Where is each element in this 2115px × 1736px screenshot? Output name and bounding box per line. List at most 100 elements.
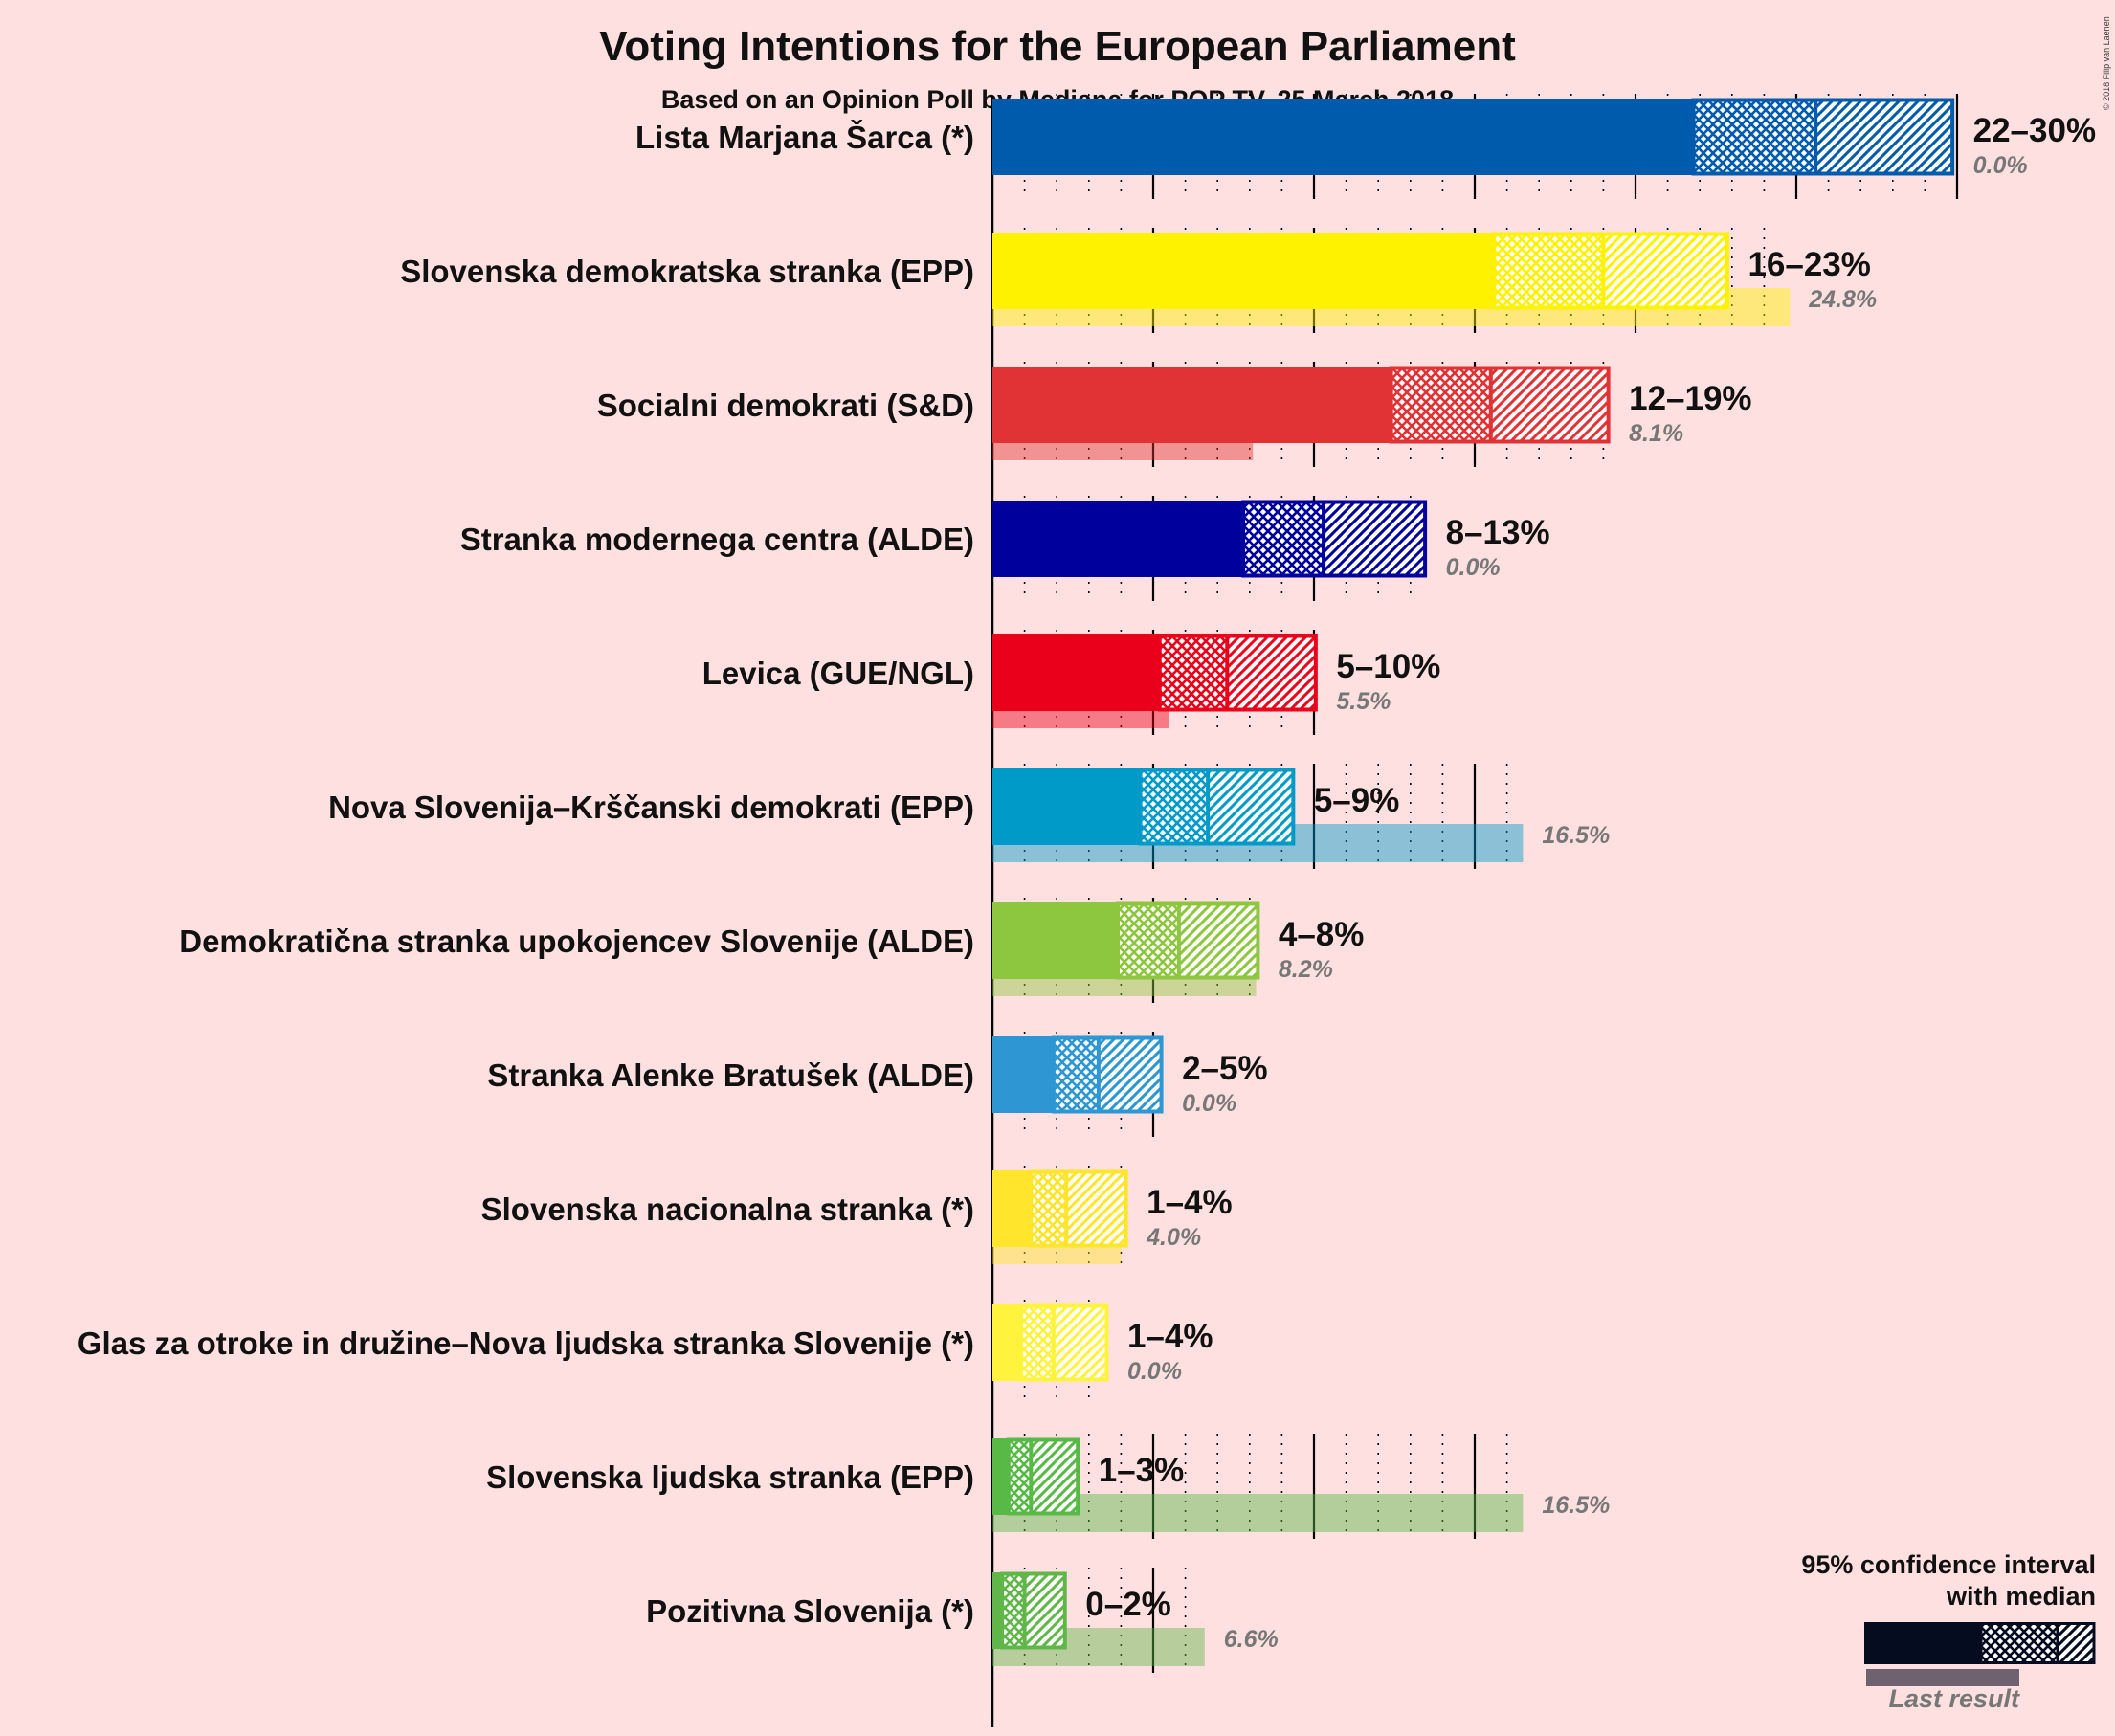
party-name: Levica (GUE/NGL) [702,656,974,691]
party-row: Socialni demokrati (S&D) 12–19% 8.1% [597,366,1752,460]
last-result-label: 0.0% [1446,554,1501,581]
legend: 95% confidence interval with median Last… [1801,1550,2096,1713]
ci-outline [1241,500,1428,578]
ci-range-label: 1–4% [1147,1184,1233,1221]
ci-upper-half [1324,501,1427,577]
legend-line-2: with median [1946,1582,2096,1611]
ci-range-label: 5–10% [1336,648,1440,685]
ci-range-label: 16–23% [1748,246,1870,283]
ci-range-label: 2–5% [1182,1050,1268,1087]
party-row: Stranka modernega centra (ALDE) 8–13% 0.0% [460,500,1550,581]
party-row: Glas za otroke in družine–Nova ljudska s… [78,1303,1213,1385]
last-result-bar [992,1494,1524,1532]
ci-lower-half [1140,768,1209,845]
ci-solid-bar [992,768,1141,845]
ci-outline [1389,366,1611,444]
ci-range-label: 1–3% [1099,1452,1185,1489]
ci-solid-bar [992,1304,1022,1381]
party-row: Levica (GUE/NGL) 5–10% 5.5% [702,634,1440,728]
party-row: Slovenska demokratska stranka (EPP) 16–23… [400,232,1877,326]
party-row: Pozitivna Slovenija (*) 0–2% 6.6% [646,1571,1279,1666]
ci-solid-bar [992,233,1495,309]
legend-line-1: 95% confidence interval [1801,1550,2096,1579]
legend-last-result-swatch [1866,1669,2019,1686]
last-result-label: 8.1% [1629,420,1683,447]
ci-upper-half [1603,233,1729,309]
party-name: Slovenska ljudska stranka (EPP) [486,1459,974,1495]
last-result-label: 0.0% [1182,1090,1236,1117]
last-result-label: 6.6% [1224,1626,1279,1653]
ci-upper-half [1098,1036,1164,1113]
ci-range-label: 8–13% [1446,514,1550,551]
party-row: Slovenska nacionalna stranka (*) 1–4% 4.0% [481,1169,1233,1264]
legend-hatch-swatch [2058,1622,2094,1664]
party-name: Pozitivna Slovenija (*) [646,1593,974,1629]
ci-upper-half [1227,634,1318,711]
ci-upper-half [1490,367,1611,443]
ci-outline [1691,98,1955,176]
legend-outline [1979,1622,2096,1664]
ci-solid-bar [992,99,1694,175]
ci-lower-half [1243,501,1325,577]
ci-range-label: 22–30% [1973,112,2096,149]
ci-outline [1138,768,1296,846]
ci-upper-half [1024,1572,1067,1649]
ci-lower-half [1008,1438,1032,1515]
ci-lower-half [1159,634,1228,711]
ci-range-label: 0–2% [1085,1586,1171,1623]
ci-solid-bar [992,902,1119,979]
ci-upper-half [1031,1438,1080,1515]
ci-outline [1019,1303,1109,1382]
party-name: Glas za otroke in družine–Nova ljudska s… [78,1325,974,1361]
ci-outline [1029,1169,1128,1248]
party-name: Stranka Alenke Bratušek (ALDE) [487,1057,974,1093]
ci-lower-half [1118,902,1179,979]
ci-outline [1051,1035,1164,1114]
party-name: Slovenska demokratska stranka (EPP) [400,254,974,289]
ci-upper-half [1066,1170,1128,1247]
party-name: Socialni demokrati (S&D) [597,388,974,423]
ci-upper-half [1053,1304,1108,1381]
ci-solid-bar [992,367,1391,443]
ci-upper-half [1208,768,1295,845]
ci-solid-bar [992,1036,1054,1113]
last-result-label: 5.5% [1336,688,1391,715]
ci-lower-half [1391,367,1491,443]
party-row: Demokratična stranka upokojencev Sloveni… [179,901,1365,996]
ci-lower-half [1031,1170,1067,1247]
last-result-label: 4.0% [1146,1224,1201,1251]
party-row: Stranka Alenke Bratušek (ALDE) 2–5% 0.0% [487,1035,1268,1117]
party-row: Slovenska ljudska stranka (EPP) 1–3% 16.5% [486,1437,1610,1532]
legend-last-result-label: Last result [1888,1684,2020,1713]
copyright-notice: © 2018 Filip van Laenen [2102,16,2111,110]
last-result-label: 16.5% [1542,1492,1610,1519]
last-result-label: 0.0% [1973,152,2028,179]
party-name: Nova Slovenija–Krščanski demokrati (EPP) [328,790,974,825]
ci-outline [1157,634,1318,712]
party-rows: Lista Marjana Šarca (*) 22–30% 0.0% Slovens… [78,98,2096,1666]
party-name: Stranka modernega centra (ALDE) [460,522,974,557]
ci-solid-bar [992,1572,1003,1649]
ci-lower-half [1053,1036,1099,1113]
ci-range-label: 12–19% [1629,380,1751,417]
ci-outline [1116,901,1260,980]
ci-range-label: 1–4% [1127,1318,1213,1355]
ci-solid-bar [992,501,1244,577]
ci-solid-bar [992,1438,1009,1515]
last-result-label: 8.2% [1279,956,1333,983]
ci-upper-half [1815,99,1954,175]
chart-title: Voting Intentions for the European Parli… [599,23,1516,70]
ci-lower-half [1002,1572,1025,1649]
ci-solid-bar [992,1170,1032,1247]
last-result-label: 24.8% [1808,286,1877,313]
ci-upper-half [1178,902,1259,979]
party-name: Slovenska nacionalna stranka (*) [481,1191,974,1227]
ci-lower-half [1693,99,1816,175]
party-row: Nova Slovenija–Krščanski demokrati (EPP)… [328,768,1610,862]
ci-range-label: 4–8% [1279,916,1365,953]
ci-range-label: 5–9% [1314,782,1400,819]
ci-lower-half [1021,1304,1054,1381]
legend-solid-swatch [1864,1622,1981,1664]
ci-outline [1006,1437,1080,1516]
